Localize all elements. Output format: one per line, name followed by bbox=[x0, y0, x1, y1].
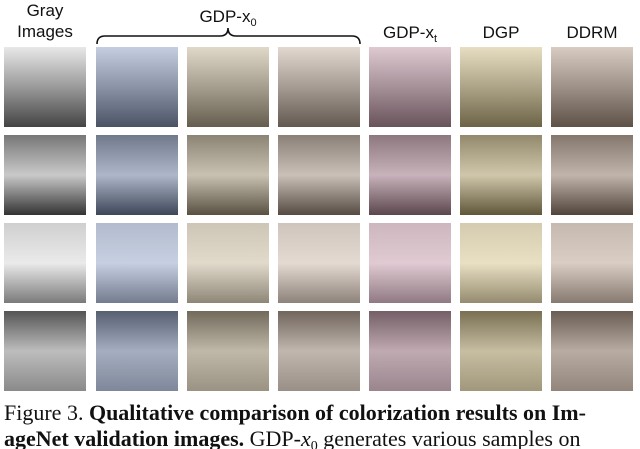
result-image bbox=[187, 135, 269, 215]
result-image bbox=[4, 223, 86, 303]
result-image bbox=[187, 223, 269, 303]
header-line: Images bbox=[17, 22, 73, 41]
caption-line: Figure 3. Qualitative comparison of colo… bbox=[4, 400, 640, 426]
result-image bbox=[4, 47, 86, 127]
column-header: GDP-x0 bbox=[168, 6, 288, 34]
column-header: DGP bbox=[482, 23, 520, 42]
header-subscript: 0 bbox=[250, 17, 257, 29]
result-image bbox=[187, 47, 269, 127]
result-image bbox=[96, 47, 178, 127]
result-image bbox=[551, 311, 633, 391]
caption-text: GDP- bbox=[249, 426, 301, 449]
result-image bbox=[460, 47, 542, 127]
result-image bbox=[460, 311, 542, 391]
result-image bbox=[187, 311, 269, 391]
result-image bbox=[460, 223, 542, 303]
caption-line: ageNet validation images. GDP-x0 generat… bbox=[4, 426, 640, 449]
result-image bbox=[96, 135, 178, 215]
header-text: GDP-x bbox=[382, 23, 434, 42]
result-image bbox=[278, 311, 360, 391]
result-image bbox=[369, 47, 451, 127]
header-subscript: t bbox=[433, 33, 438, 45]
column-header: DDRM bbox=[566, 23, 618, 42]
result-image bbox=[4, 311, 86, 391]
result-image bbox=[96, 223, 178, 303]
header-line: Gray bbox=[26, 1, 64, 20]
caption-bold: ageNet validation images. bbox=[4, 426, 245, 449]
caption-math: x bbox=[301, 426, 311, 449]
group-brace bbox=[96, 27, 361, 45]
caption-text: Figure 3. bbox=[4, 400, 84, 425]
result-image bbox=[551, 223, 633, 303]
result-image bbox=[369, 311, 451, 391]
result-image bbox=[460, 135, 542, 215]
header-text: GDP-x bbox=[199, 7, 251, 26]
caption-subscript: 0 bbox=[310, 439, 318, 449]
result-image bbox=[551, 135, 633, 215]
result-image bbox=[369, 135, 451, 215]
result-image bbox=[369, 223, 451, 303]
caption-bold: Qualitative comparison of colorization r… bbox=[88, 400, 586, 425]
result-image bbox=[278, 47, 360, 127]
caption-text: generates various samples on bbox=[317, 426, 581, 449]
result-image bbox=[278, 135, 360, 215]
column-header: GDP-xt bbox=[369, 22, 451, 50]
column-header: Gray Images bbox=[4, 0, 86, 42]
result-image bbox=[96, 311, 178, 391]
result-image bbox=[278, 223, 360, 303]
result-image bbox=[4, 135, 86, 215]
result-image bbox=[551, 47, 633, 127]
